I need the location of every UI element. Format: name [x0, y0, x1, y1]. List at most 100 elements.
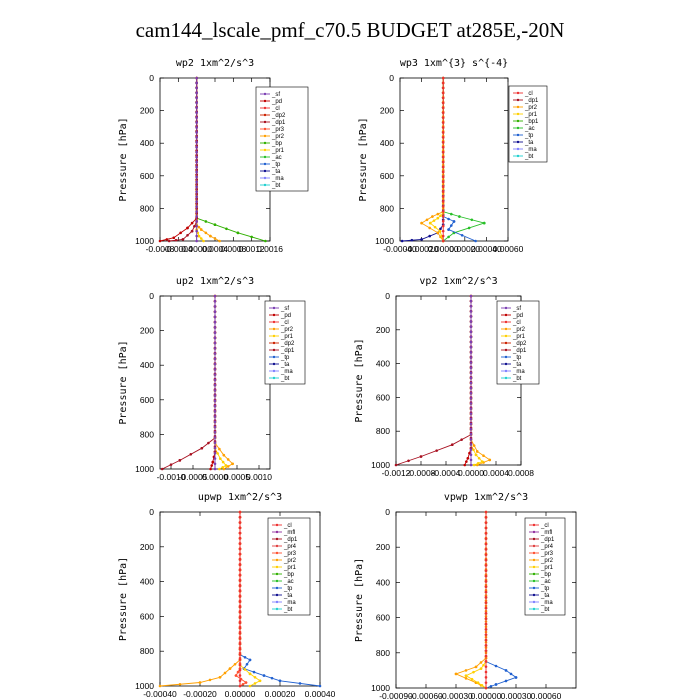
- legend-label: _bt: [512, 376, 522, 382]
- y-tick-label: 0: [149, 507, 154, 517]
- legend-label: _cl: [283, 523, 292, 529]
- legend-marker: [263, 92, 267, 96]
- series-point: [441, 175, 445, 179]
- series-point: [441, 106, 445, 109]
- plot-frame: [159, 77, 271, 242]
- series-point: [238, 605, 242, 609]
- series-point: [469, 340, 473, 344]
- y-tick-label: 0: [389, 73, 394, 83]
- series-point: [238, 537, 242, 540]
- series-point: [469, 381, 473, 385]
- legend-label: _pr2: [512, 327, 526, 333]
- series-point: [262, 674, 266, 677]
- series-point: [238, 584, 242, 588]
- x-tick-label: 0.00030: [501, 691, 532, 700]
- y-tick-label: 1000: [371, 460, 390, 470]
- series-point: [484, 670, 488, 674]
- y-tick-label: 600: [140, 171, 154, 181]
- series-point: [195, 111, 198, 114]
- x-tick-label: 0.00060: [493, 244, 524, 254]
- legend-label: _tp: [524, 133, 534, 139]
- y-tick-label: 800: [376, 426, 390, 436]
- legend-marker: [516, 91, 520, 95]
- series-point: [213, 389, 217, 392]
- series-point: [441, 155, 445, 159]
- series-point: [218, 676, 222, 679]
- series-point: [450, 212, 453, 216]
- y-tick-label: 200: [376, 542, 390, 552]
- x-tick-label: -0.0008: [407, 468, 436, 478]
- series-point: [474, 453, 478, 457]
- legend-label: _pr2: [283, 558, 297, 564]
- series-line: [214, 296, 227, 470]
- series-point: [238, 563, 242, 567]
- series-point: [428, 221, 432, 225]
- series-point: [213, 373, 217, 376]
- series-point: [195, 175, 198, 179]
- series-point: [464, 669, 468, 672]
- series-point: [195, 180, 198, 184]
- series-point: [432, 219, 436, 222]
- legend-label: _ma: [283, 600, 296, 606]
- legend-label: _pr4: [540, 544, 554, 550]
- series-point: [216, 452, 219, 455]
- legend-marker: [272, 306, 276, 310]
- legend-label: _pd: [512, 313, 523, 319]
- series-point: [238, 552, 242, 556]
- series-point: [469, 294, 473, 298]
- x-tick-label: 0.0000: [458, 468, 484, 478]
- x-tick-label: 0.00020: [449, 244, 480, 254]
- legend-label: _pr3: [540, 551, 554, 557]
- series-point: [228, 667, 232, 670]
- series-point: [238, 637, 242, 640]
- series-point: [441, 96, 445, 100]
- series-point: [482, 454, 485, 458]
- series-point: [253, 676, 257, 679]
- series-point: [470, 218, 474, 222]
- series-point: [223, 671, 227, 675]
- legend-marker: [504, 362, 508, 366]
- legend-label: _pr1: [512, 334, 526, 340]
- series-point: [213, 320, 217, 324]
- panel-title: up2 1xm^2/s^3: [176, 276, 254, 287]
- series-point: [213, 420, 217, 424]
- series-point: [469, 443, 473, 446]
- series-point: [238, 589, 242, 593]
- series-point: [482, 663, 485, 667]
- legend-label: _bp: [540, 572, 552, 578]
- y-tick-label: 0: [385, 507, 390, 517]
- series-point: [441, 215, 445, 218]
- series-point: [213, 399, 217, 403]
- series-point: [480, 460, 484, 463]
- series-point: [484, 612, 488, 615]
- x-tick-label: -0.0004: [432, 468, 461, 478]
- y-tick-label: 1000: [135, 236, 154, 246]
- legend-marker: [532, 537, 536, 541]
- series-line: [196, 78, 220, 242]
- legend-marker: [272, 369, 276, 373]
- legend-label: _dp1: [280, 348, 295, 354]
- series-point: [480, 684, 484, 687]
- series-point: [484, 580, 488, 583]
- series-point: [484, 601, 488, 604]
- series-point: [238, 674, 242, 677]
- y-tick-label: 600: [140, 611, 154, 621]
- series-point: [450, 224, 453, 227]
- chart-panel-5: upwp 1xm^2/s^3 0 200 400 600 800 1000-0.00040-…: [118, 492, 336, 699]
- y-axis-label: Pressure [hPa]: [354, 338, 365, 422]
- series-point: [484, 654, 488, 658]
- series-point: [213, 237, 217, 240]
- series-point: [484, 681, 488, 684]
- series-point: [447, 217, 450, 221]
- legend-label: _ta: [271, 169, 281, 175]
- legend-marker: [504, 355, 508, 359]
- legend-label: _tp: [280, 355, 290, 361]
- series-point: [213, 457, 217, 460]
- legend-label: _ma: [271, 176, 284, 182]
- series-point: [238, 568, 242, 572]
- series-point: [469, 453, 473, 457]
- legend-marker: [516, 105, 520, 109]
- series-point: [469, 438, 473, 441]
- series-point: [439, 214, 442, 218]
- series-point: [469, 376, 473, 380]
